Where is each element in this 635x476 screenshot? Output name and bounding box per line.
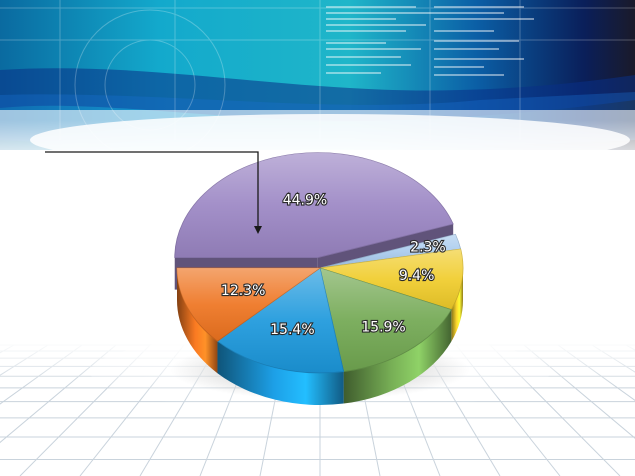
pie-slice-side-5 bbox=[177, 268, 218, 374]
pie-tops bbox=[174, 152, 464, 374]
pie-data-label-0: 44.9% bbox=[283, 193, 327, 209]
pie-data-label-3: 15.9% bbox=[361, 320, 405, 336]
pie-slice-side-4 bbox=[217, 341, 344, 405]
pie-data-label-4: 15.4% bbox=[270, 322, 314, 338]
pie-slice-gloss-5 bbox=[177, 268, 320, 342]
pie-labels: 44.9% 2.3% 9.4% 15.9% 15.4% 12.3% bbox=[220, 192, 447, 339]
pie-slice-gloss-3 bbox=[320, 268, 452, 372]
pie-slice-gloss-1 bbox=[320, 234, 461, 268]
pie-slice-gloss-4 bbox=[217, 268, 344, 374]
pie-data-label-2: 9.4% bbox=[399, 268, 435, 284]
pie-slice-gloss-0 bbox=[174, 152, 454, 258]
pie-slice-side-2 bbox=[451, 268, 463, 342]
pie-data-label-5: 12.3% bbox=[221, 283, 265, 299]
pie-data-label-1: 2.3% bbox=[410, 239, 446, 255]
callout-arrow bbox=[45, 151, 262, 234]
pie-slice-gloss-2 bbox=[320, 249, 463, 310]
